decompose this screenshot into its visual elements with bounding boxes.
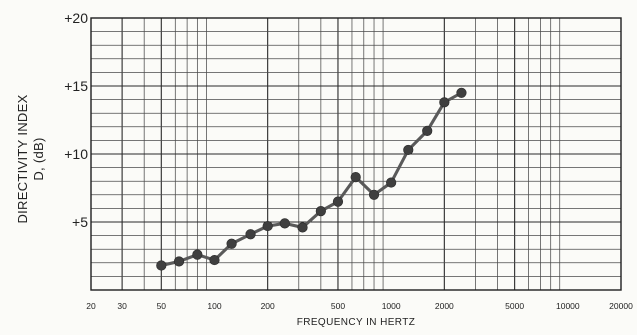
x-tick-label: 500 (331, 301, 345, 311)
x-axis-label: FREQUENCY IN HERTZ (297, 317, 416, 328)
data-point (422, 125, 433, 136)
plot-frame (90, 17, 622, 291)
x-tick-label: 100 (207, 301, 221, 311)
x-ticks-layer: 20 30 50 100 200 500 1000 2000 5000 10000 20000 (86, 301, 633, 311)
data-point (315, 206, 326, 217)
data-point (456, 87, 467, 98)
data-point (332, 196, 344, 207)
x-tick-label: 5000 (505, 301, 524, 311)
x-tick-label: 10000 (556, 301, 580, 311)
y-ticks-layer: +5 +10 +15 +20 (64, 10, 88, 230)
grid-layer (91, 18, 621, 290)
x-tick-label: 200 (261, 301, 275, 311)
data-point (386, 177, 397, 188)
data-point (226, 238, 237, 249)
x-tick-label: 50 (157, 301, 167, 311)
data-point (173, 256, 185, 267)
y-tick-label: +5 (72, 214, 88, 230)
data-point (439, 97, 450, 108)
x-tick-label: 1000 (382, 301, 401, 311)
y-tick-label: +10 (64, 146, 88, 162)
data-point (368, 189, 380, 200)
data-point (297, 222, 308, 233)
x-tick-label: 2000 (435, 301, 454, 311)
data-point (156, 260, 167, 271)
y-axis-label: DIRECTIVITY INDEX (15, 94, 30, 223)
y-tick-label: +20 (64, 10, 88, 26)
data-point (279, 218, 290, 229)
data-point (192, 249, 203, 260)
data-point (209, 254, 220, 266)
x-tick-label: 30 (117, 301, 127, 311)
data-point (403, 144, 414, 156)
x-tick-label: 20000 (609, 301, 633, 311)
series-layer (156, 87, 467, 271)
y-tick-label: +15 (64, 78, 88, 94)
y-axis-secondary-label: D, (dB) (31, 137, 46, 180)
data-point (245, 229, 256, 240)
data-point (262, 220, 273, 232)
data-point (350, 172, 361, 183)
x-tick-label: 20 (86, 301, 96, 311)
